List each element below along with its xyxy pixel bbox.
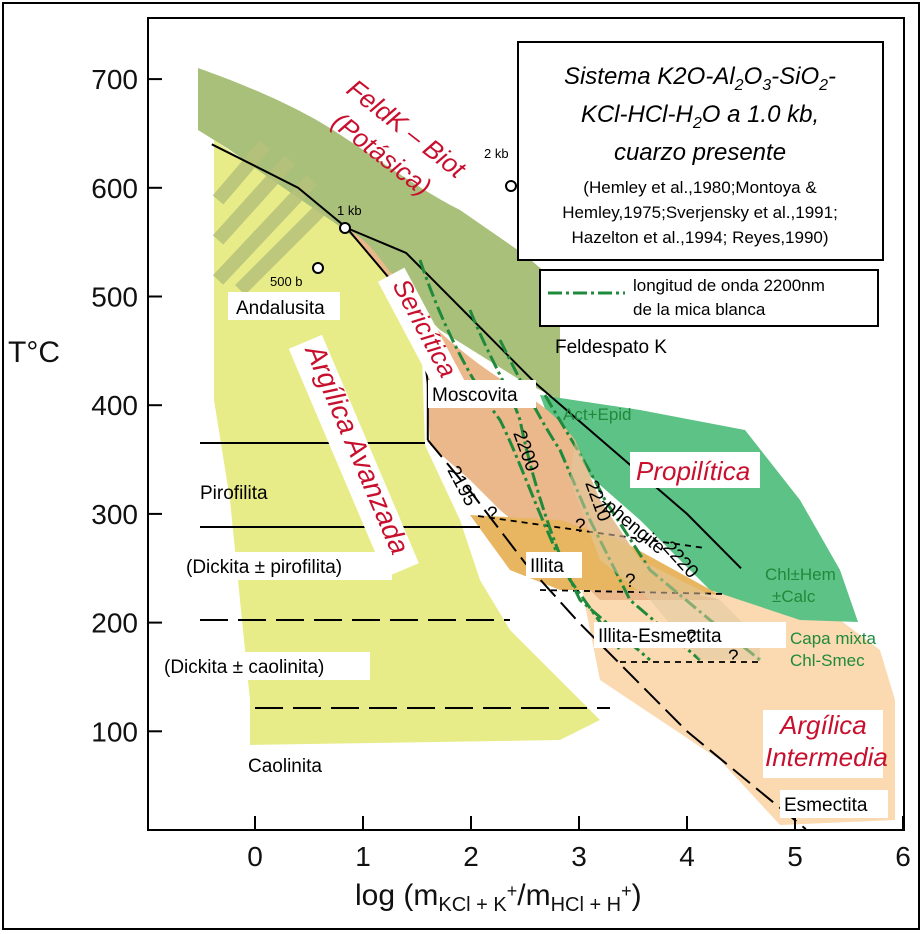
label-pirofilita: Pirofilita — [200, 483, 268, 504]
y-tick-label: 500 — [91, 282, 138, 313]
label-illita-esmectita: Illita-Esmectita — [598, 626, 722, 647]
label-2kb: 2 kb — [484, 146, 509, 161]
label-calc: ±Calc — [772, 587, 816, 606]
y-tick-label: 100 — [91, 716, 138, 747]
label-esmectita: Esmectita — [784, 795, 868, 816]
y-tick-label: 300 — [91, 499, 138, 530]
label-1kb: 1 kb — [337, 203, 362, 218]
title-line-1: Sistema K2O-Al2O3-SiO2- — [564, 63, 836, 94]
label-dickita-pirofilita: (Dickita ± pirofilita) — [186, 557, 342, 578]
label-chl-hem: Chl±Hem — [765, 565, 836, 584]
reference-line-2: Hemley,1975;Sverjensky et al.,1991; — [562, 203, 838, 222]
x-tick-label: 4 — [679, 841, 695, 872]
legend-box — [539, 269, 879, 327]
moscovita-bg — [428, 380, 536, 408]
y-tick-label: 200 — [91, 608, 138, 639]
hatching — [212, 140, 325, 295]
zone-label-argilica: Argílica — [778, 710, 867, 740]
x-tick-label: 5 — [787, 841, 803, 872]
title-line-3: cuarzo presente — [614, 139, 786, 166]
point-1kb — [339, 222, 351, 234]
legend-label-1: longitud de onda 2200nm — [633, 276, 825, 295]
x-axis-label: log (mKCl + K+/mHCl + H+) — [355, 879, 642, 916]
qmark-1: ? — [487, 504, 498, 525]
boundary-mica-illite — [427, 439, 807, 830]
label-capa-mixta: Capa mixta — [790, 629, 877, 648]
y-tick-label: 700 — [91, 64, 138, 95]
label-caolinita: Caolinita — [248, 756, 322, 777]
illita-bg — [526, 552, 582, 578]
x-tick-label: 0 — [247, 841, 263, 872]
illita-esmectita-bg — [594, 622, 786, 648]
avanzada-label-bg — [288, 334, 419, 578]
label-act-epid: Act+Epid — [563, 405, 632, 424]
y-tick-label: 400 — [91, 390, 138, 421]
dickita-pirofilita-bg — [180, 552, 392, 580]
qmark-3: ? — [625, 571, 636, 592]
zone-label-propilitica: Propilítica — [636, 456, 750, 486]
x-tick-label: 3 — [571, 841, 587, 872]
sericitica-label-bg — [377, 267, 470, 404]
qmark-5: ? — [728, 647, 739, 668]
phengite-stipple — [570, 440, 760, 660]
propilitica-label-bg — [630, 452, 760, 488]
esmectita-bg — [780, 790, 888, 818]
zone-label-intermedia: Intermedia — [765, 742, 888, 772]
label-dickita-caolinita: (Dickita ± caolinita) — [164, 657, 324, 678]
label-moscovita: Moscovita — [432, 385, 518, 406]
x-tick-label: 6 — [895, 841, 911, 872]
x-tick-label: 1 — [355, 841, 371, 872]
wavelength-curves — [418, 259, 761, 662]
point-2kb — [505, 180, 517, 192]
x-tick-label: 2 — [463, 841, 479, 872]
boundary-main-kfs-mica — [211, 143, 742, 570]
x-ticks: 0 1 2 3 4 5 6 — [247, 816, 911, 872]
plot-frame — [147, 17, 905, 831]
dickita-caolinita-bg — [158, 652, 370, 680]
point-500b — [312, 262, 324, 274]
label-500b: 500 b — [270, 274, 303, 289]
y-tick-label: 600 — [91, 173, 138, 204]
y-axis-label: T°C — [8, 336, 60, 369]
zone-propilitica — [540, 395, 858, 622]
reference-line-3: Hazelton et al.,1994; Reyes,1990) — [571, 228, 828, 247]
title-box — [517, 41, 884, 261]
legend-label-2: de la mica blanca — [633, 300, 766, 319]
zone-sericitica — [345, 228, 720, 600]
label-illita: Illita — [530, 556, 564, 577]
y-ticks: 100 200 300 400 500 600 700 — [91, 64, 162, 747]
andalusita-bg — [228, 292, 340, 320]
intermedia-label-bg — [763, 710, 883, 778]
label-andalusita: Andalusita — [236, 298, 325, 319]
label-chl-smec: Chl-Smec — [790, 651, 865, 670]
qmark-4: ? — [686, 627, 697, 648]
reference-line-1: (Hemley et al.,1980;Montoya & — [583, 178, 817, 197]
label-feldespato-k: Feldespato K — [555, 337, 667, 358]
qmark-2: ? — [575, 516, 586, 537]
